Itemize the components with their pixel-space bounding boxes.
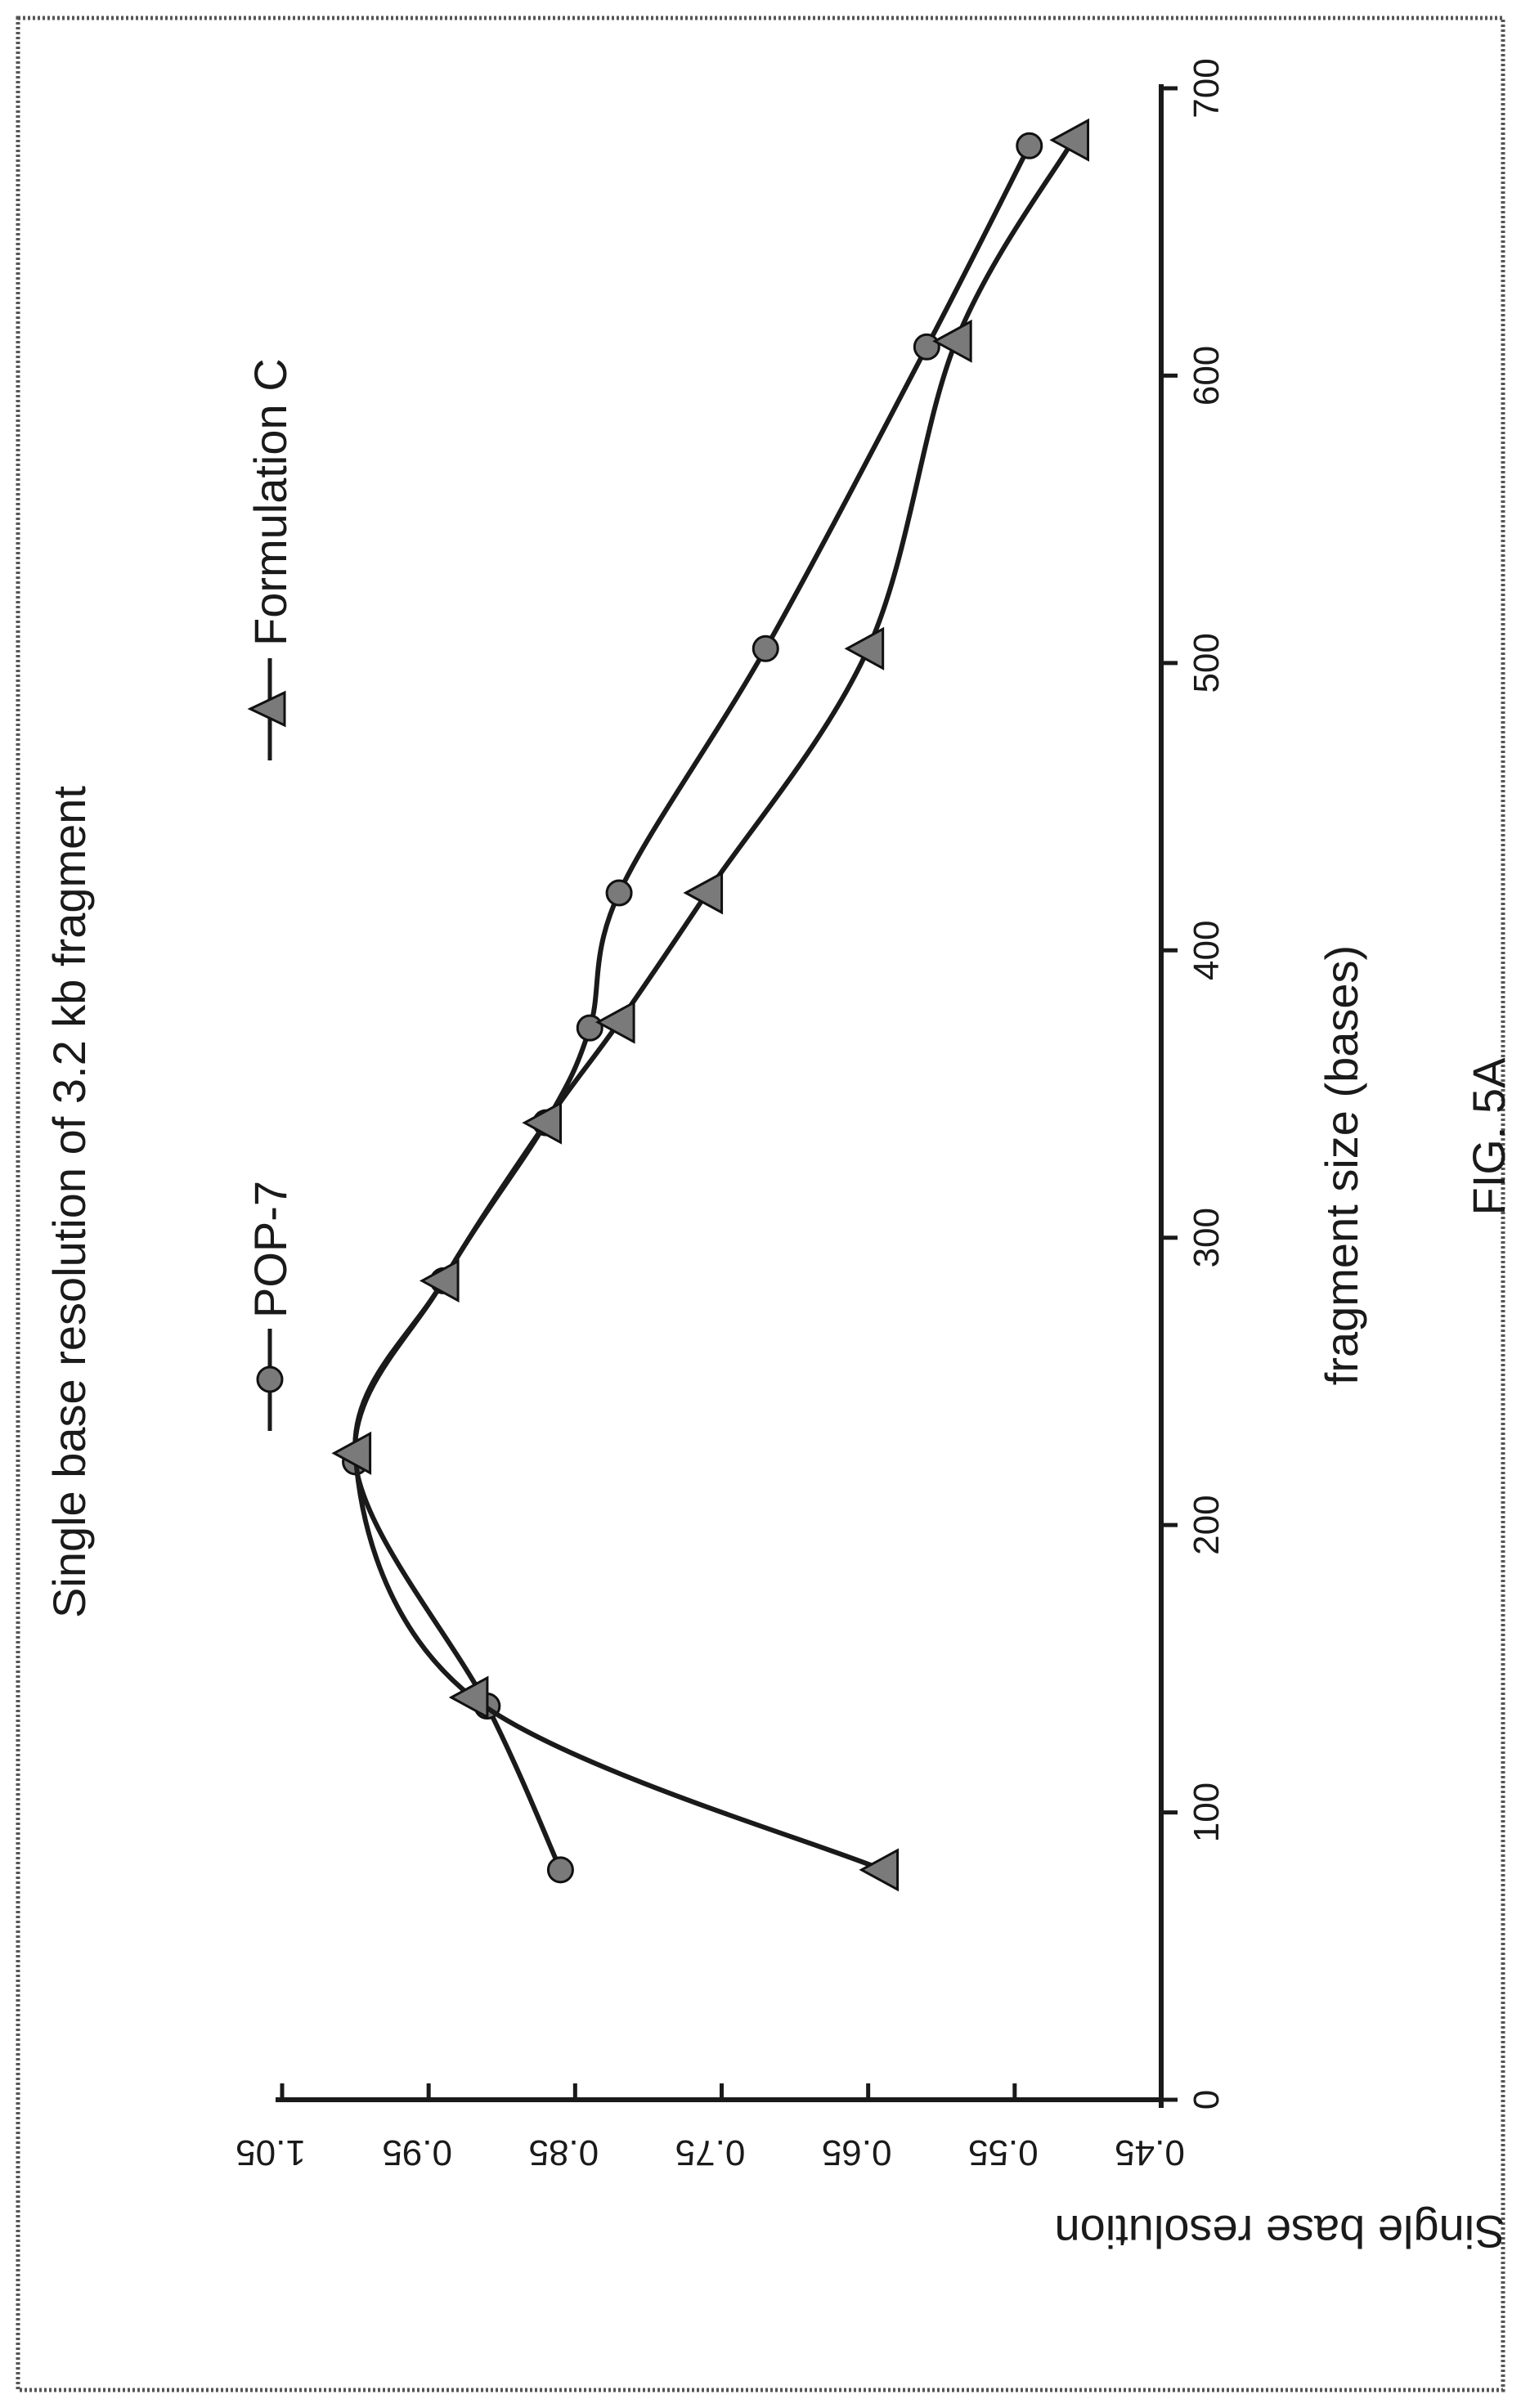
legend-label-pop7: POP-7	[245, 1181, 296, 1318]
legend-label-formulation-c: Formulation C	[245, 358, 296, 646]
pop7-point	[752, 635, 779, 662]
y-tick-label: 1.05	[236, 2132, 306, 2173]
x-axis-title: fragment size (bases)	[1316, 945, 1367, 1385]
chart-title: Single base resolution of 3.2 kb fragmen…	[43, 786, 95, 1618]
formulation-c-point	[522, 1101, 562, 1145]
y-tick-label: 0.95	[382, 2132, 452, 2173]
series-line-0	[352, 144, 1032, 1872]
legend-item-pop7: POP-7	[245, 1181, 296, 1431]
pop7-point	[913, 333, 940, 361]
x-tick-label: 600	[1187, 346, 1227, 406]
formulation-c-point	[859, 1848, 900, 1892]
x-tick-label: 200	[1187, 1495, 1227, 1554]
formulation-c-point	[331, 1431, 372, 1475]
series-line-1	[352, 138, 1076, 1872]
legend: POP-7 Formulation C	[245, 358, 296, 1431]
formulation-c-point	[844, 626, 885, 670]
figure-caption: FIG. 5A	[1463, 1057, 1514, 1216]
formulation-c-point	[932, 319, 972, 363]
y-tick-label: 0.75	[675, 2132, 746, 2173]
x-tick-label: 400	[1187, 921, 1227, 980]
legend-circle-marker	[256, 1365, 284, 1393]
y-tick-label: 0.65	[822, 2132, 892, 2173]
pop7-point	[546, 1856, 574, 1884]
x-tick-label: 300	[1187, 1208, 1227, 1267]
x-tick-label: 700	[1187, 58, 1227, 118]
formulation-c-point	[594, 1000, 635, 1044]
figure-border	[16, 16, 1505, 2392]
y-axis-title: Single base resolution	[1054, 2206, 1505, 2258]
pop7-point	[1016, 132, 1043, 159]
x-tick-label: 500	[1187, 633, 1227, 693]
legend-item-formulation-c: Formulation C	[245, 358, 296, 760]
pop7-point	[605, 879, 633, 907]
legend-triangle-marker	[247, 690, 286, 728]
formulation-c-point	[683, 871, 724, 915]
formulation-c-point	[448, 1675, 489, 1720]
x-tick-label: 0	[1187, 2090, 1227, 2110]
y-tick-label: 0.85	[529, 2132, 599, 2173]
y-tick-label: 0.45	[1115, 2132, 1185, 2173]
formulation-c-point	[419, 1258, 460, 1303]
formulation-c-point	[1049, 118, 1089, 162]
x-tick-label: 100	[1187, 1782, 1227, 1842]
plot-area: 0 100 200 300 400 500 600 700 0.45 0.55 0.65 0.75 0.…	[236, 58, 1227, 2173]
pop7-point	[576, 1014, 603, 1042]
y-tick-label: 0.55	[968, 2132, 1039, 2173]
